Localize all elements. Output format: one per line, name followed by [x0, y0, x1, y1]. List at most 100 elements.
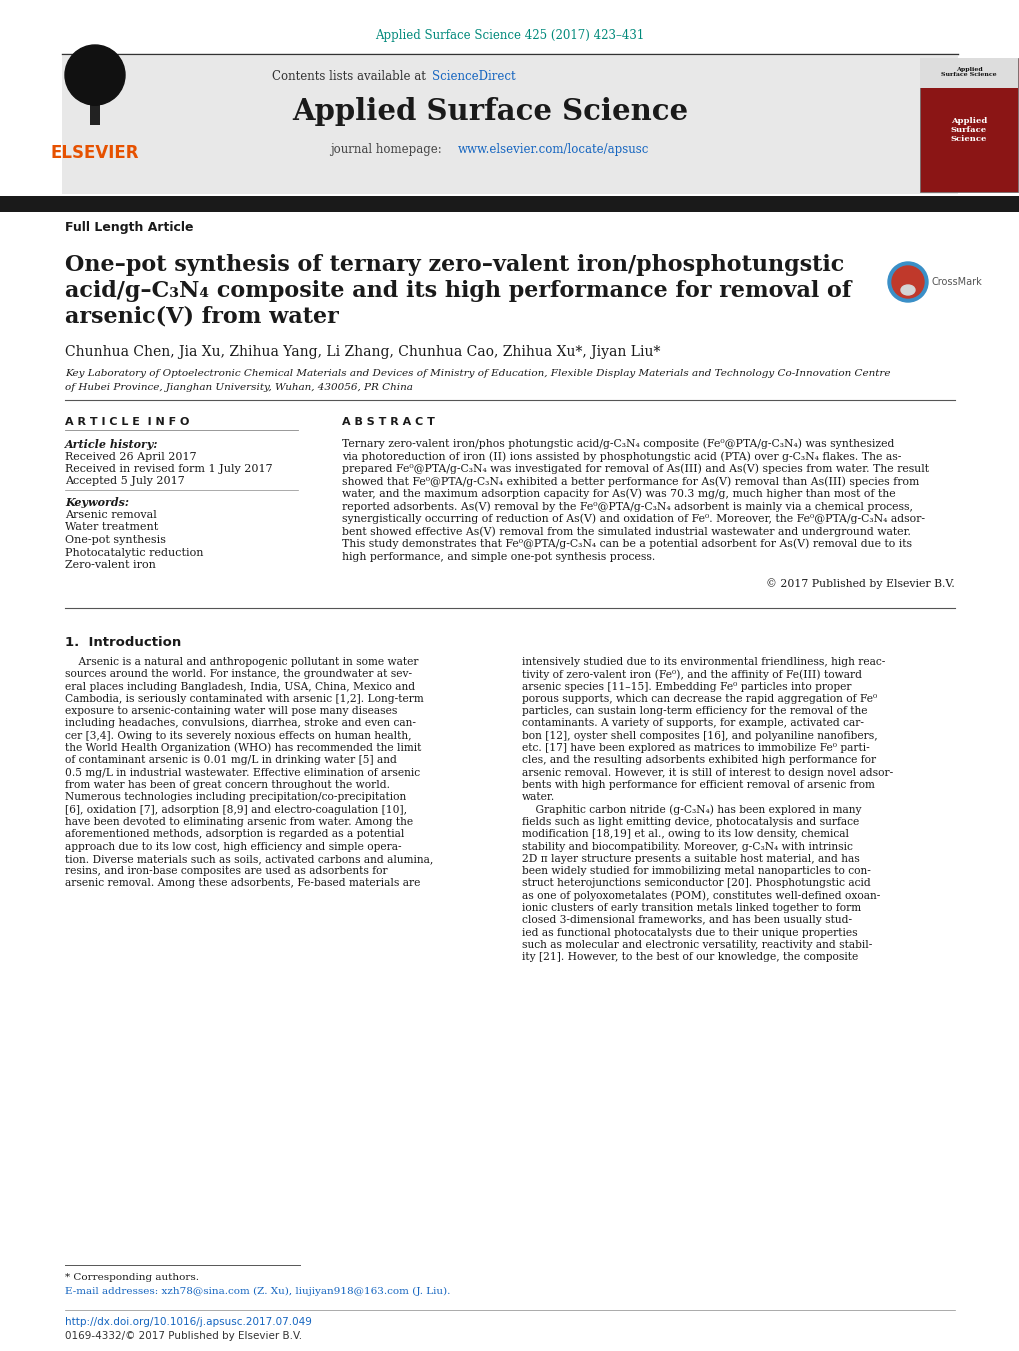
Text: Full Length Article: Full Length Article: [65, 222, 194, 235]
Text: Applied
Surface Science: Applied Surface Science: [941, 66, 996, 77]
Text: http://dx.doi.org/10.1016/j.apsusc.2017.07.049: http://dx.doi.org/10.1016/j.apsusc.2017.…: [65, 1317, 312, 1327]
FancyBboxPatch shape: [90, 105, 100, 126]
Text: Cambodia, is seriously contaminated with arsenic [1,2]. Long-term: Cambodia, is seriously contaminated with…: [65, 694, 423, 704]
FancyBboxPatch shape: [919, 58, 1017, 88]
Text: Applied Surface Science: Applied Surface Science: [291, 97, 688, 127]
Text: Photocatalytic reduction: Photocatalytic reduction: [65, 547, 204, 558]
Text: via photoreduction of iron (II) ions assisted by phosphotungstic acid (PTA) over: via photoreduction of iron (II) ions ass…: [341, 451, 901, 462]
Text: One–pot synthesis of ternary zero–valent iron/phosphotungstic: One–pot synthesis of ternary zero–valent…: [65, 254, 844, 276]
Text: 2D π layer structure presents a suitable host material, and has: 2D π layer structure presents a suitable…: [522, 854, 859, 863]
Text: arsenic removal. However, it is still of interest to design novel adsor-: arsenic removal. However, it is still of…: [522, 767, 893, 778]
Text: Zero-valent iron: Zero-valent iron: [65, 561, 156, 570]
Text: A B S T R A C T: A B S T R A C T: [341, 417, 434, 427]
Text: have been devoted to eliminating arsenic from water. Among the: have been devoted to eliminating arsenic…: [65, 817, 413, 827]
Text: bents with high performance for efficient removal of arsenic from: bents with high performance for efficien…: [522, 780, 874, 790]
Text: reported adsorbents. As(V) removal by the Fe⁰@PTA/g-C₃N₄ adsorbent is mainly via: reported adsorbents. As(V) removal by th…: [341, 501, 912, 512]
Text: 0169-4332/© 2017 Published by Elsevier B.V.: 0169-4332/© 2017 Published by Elsevier B…: [65, 1331, 302, 1342]
Text: stability and biocompatibility. Moreover, g-C₃N₄ with intrinsic: stability and biocompatibility. Moreover…: [522, 842, 852, 851]
Text: of Hubei Province, Jianghan University, Wuhan, 430056, PR China: of Hubei Province, Jianghan University, …: [65, 382, 413, 392]
Text: aforementioned methods, adsorption is regarded as a potential: aforementioned methods, adsorption is re…: [65, 830, 404, 839]
Text: One-pot synthesis: One-pot synthesis: [65, 535, 166, 544]
Text: 0.5 mg/L in industrial wastewater. Effective elimination of arsenic: 0.5 mg/L in industrial wastewater. Effec…: [65, 767, 420, 778]
Ellipse shape: [900, 285, 914, 295]
Text: * Corresponding authors.: * Corresponding authors.: [65, 1274, 199, 1282]
Text: cles, and the resulting adsorbents exhibited high performance for: cles, and the resulting adsorbents exhib…: [522, 755, 875, 766]
Circle shape: [73, 61, 117, 105]
Text: exposure to arsenic-containing water will pose many diseases: exposure to arsenic-containing water wil…: [65, 707, 397, 716]
Text: porous supports, which can decrease the rapid aggregation of Fe⁰: porous supports, which can decrease the …: [522, 694, 876, 704]
Text: Numerous technologies including precipitation/co-precipitation: Numerous technologies including precipit…: [65, 792, 406, 802]
Text: Ternary zero-valent iron/phos photungstic acid/g-C₃N₄ composite (Fe⁰@PTA/g-C₃N₄): Ternary zero-valent iron/phos photungsti…: [341, 439, 894, 450]
Text: arsenic removal. Among these adsorbents, Fe-based materials are: arsenic removal. Among these adsorbents,…: [65, 878, 420, 889]
Text: etc. [17] have been explored as matrices to immobilize Fe⁰ parti-: etc. [17] have been explored as matrices…: [522, 743, 869, 753]
Text: synergistically occurring of reduction of As(V) and oxidation of Fe⁰. Moreover, : synergistically occurring of reduction o…: [341, 513, 924, 524]
Text: cer [3,4]. Owing to its severely noxious effects on human health,: cer [3,4]. Owing to its severely noxious…: [65, 731, 411, 740]
Circle shape: [892, 266, 923, 299]
Text: resins, and iron-base composites are used as adsorbents for: resins, and iron-base composites are use…: [65, 866, 387, 875]
Text: Graphitic carbon nitride (g-C₃N₄) has been explored in many: Graphitic carbon nitride (g-C₃N₄) has be…: [522, 804, 861, 815]
Text: such as molecular and electronic versatility, reactivity and stabil-: such as molecular and electronic versati…: [522, 940, 871, 950]
Text: struct heterojunctions semiconductor [20]. Phosphotungstic acid: struct heterojunctions semiconductor [20…: [522, 878, 870, 889]
FancyBboxPatch shape: [0, 196, 1019, 212]
Text: the World Health Organization (WHO) has recommended the limit: the World Health Organization (WHO) has …: [65, 743, 421, 754]
Text: bon [12], oyster shell composites [16], and polyaniline nanofibers,: bon [12], oyster shell composites [16], …: [522, 731, 876, 740]
Text: ionic clusters of early transition metals linked together to form: ionic clusters of early transition metal…: [522, 902, 860, 913]
Text: tion. Diverse materials such as soils, activated carbons and alumina,: tion. Diverse materials such as soils, a…: [65, 854, 433, 863]
Text: acid/g–C₃N₄ composite and its high performance for removal of: acid/g–C₃N₄ composite and its high perfo…: [65, 280, 851, 303]
Text: high performance, and simple one-pot synthesis process.: high performance, and simple one-pot syn…: [341, 551, 654, 562]
Text: Received 26 April 2017: Received 26 April 2017: [65, 453, 197, 462]
Text: of contaminant arsenic is 0.01 mg/L in drinking water [5] and: of contaminant arsenic is 0.01 mg/L in d…: [65, 755, 396, 766]
Text: tivity of zero-valent iron (Fe⁰), and the affinity of Fe(III) toward: tivity of zero-valent iron (Fe⁰), and th…: [522, 669, 861, 680]
Text: [6], oxidation [7], adsorption [8,9] and electro-coagulation [10],: [6], oxidation [7], adsorption [8,9] and…: [65, 805, 407, 815]
Text: Accepted 5 July 2017: Accepted 5 July 2017: [65, 476, 184, 486]
FancyBboxPatch shape: [62, 55, 957, 195]
Text: from water has been of great concern throughout the world.: from water has been of great concern thr…: [65, 780, 389, 790]
Text: prepared Fe⁰@PTA/g-C₃N₄ was investigated for removal of As(III) and As(V) specie: prepared Fe⁰@PTA/g-C₃N₄ was investigated…: [341, 463, 928, 474]
Text: Article history:: Article history:: [65, 439, 158, 450]
Text: bent showed effective As(V) removal from the simulated industrial wastewater and: bent showed effective As(V) removal from…: [341, 527, 910, 536]
FancyBboxPatch shape: [919, 58, 1017, 192]
Text: arsenic species [11–15]. Embedding Fe⁰ particles into proper: arsenic species [11–15]. Embedding Fe⁰ p…: [522, 682, 851, 692]
Text: This study demonstrates that Fe⁰@PTA/g-C₃N₄ can be a potential adsorbent for As(: This study demonstrates that Fe⁰@PTA/g-C…: [341, 539, 911, 550]
Text: particles, can sustain long-term efficiency for the removal of the: particles, can sustain long-term efficie…: [522, 707, 866, 716]
Text: water, and the maximum adsorption capacity for As(V) was 70.3 mg/g, much higher : water, and the maximum adsorption capaci…: [341, 489, 895, 500]
Text: CrossMark: CrossMark: [931, 277, 981, 286]
Text: Received in revised form 1 July 2017: Received in revised form 1 July 2017: [65, 463, 272, 474]
Text: 1.  Introduction: 1. Introduction: [65, 635, 181, 648]
Text: including headaches, convulsions, diarrhea, stroke and even can-: including headaches, convulsions, diarrh…: [65, 719, 416, 728]
Text: © 2017 Published by Elsevier B.V.: © 2017 Published by Elsevier B.V.: [765, 578, 954, 589]
Text: modification [18,19] et al., owing to its low density, chemical: modification [18,19] et al., owing to it…: [522, 830, 848, 839]
Circle shape: [888, 262, 927, 303]
Text: intensively studied due to its environmental friendliness, high reac-: intensively studied due to its environme…: [522, 657, 884, 667]
Text: showed that Fe⁰@PTA/g-C₃N₄ exhibited a better performance for As(V) removal than: showed that Fe⁰@PTA/g-C₃N₄ exhibited a b…: [341, 476, 918, 486]
Text: approach due to its low cost, high efficiency and simple opera-: approach due to its low cost, high effic…: [65, 842, 401, 851]
Text: Key Laboratory of Optoelectronic Chemical Materials and Devices of Ministry of E: Key Laboratory of Optoelectronic Chemica…: [65, 370, 890, 378]
Circle shape: [81, 77, 109, 105]
Text: ELSEVIER: ELSEVIER: [51, 145, 140, 162]
Text: ScienceDirect: ScienceDirect: [432, 69, 516, 82]
Circle shape: [65, 45, 125, 105]
Text: ity [21]. However, to the best of our knowledge, the composite: ity [21]. However, to the best of our kn…: [522, 952, 857, 962]
Text: Arsenic is a natural and anthropogenic pollutant in some water: Arsenic is a natural and anthropogenic p…: [65, 657, 418, 667]
Text: www.elsevier.com/locate/apsusc: www.elsevier.com/locate/apsusc: [458, 143, 649, 157]
Text: as one of polyoxometalates (POM), constitutes well-defined oxoan-: as one of polyoxometalates (POM), consti…: [522, 890, 879, 901]
Text: Applied
Surface
Science: Applied Surface Science: [950, 116, 986, 143]
Text: Applied Surface Science 425 (2017) 423–431: Applied Surface Science 425 (2017) 423–4…: [375, 30, 644, 42]
Text: water.: water.: [522, 792, 554, 802]
Text: journal homepage:: journal homepage:: [330, 143, 445, 157]
Text: arsenic(V) from water: arsenic(V) from water: [65, 305, 338, 328]
Text: Arsenic removal: Arsenic removal: [65, 509, 157, 520]
Text: E-mail addresses: xzh78@sina.com (Z. Xu), liujiyan918@163.com (J. Liu).: E-mail addresses: xzh78@sina.com (Z. Xu)…: [65, 1286, 450, 1296]
Text: been widely studied for immobilizing metal nanoparticles to con-: been widely studied for immobilizing met…: [522, 866, 870, 875]
Text: closed 3-dimensional frameworks, and has been usually stud-: closed 3-dimensional frameworks, and has…: [522, 915, 851, 925]
Text: Chunhua Chen, Jia Xu, Zhihua Yang, Li Zhang, Chunhua Cao, Zhihua Xu*, Jiyan Liu*: Chunhua Chen, Jia Xu, Zhihua Yang, Li Zh…: [65, 345, 659, 359]
Text: A R T I C L E  I N F O: A R T I C L E I N F O: [65, 417, 190, 427]
Text: ied as functional photocatalysts due to their unique properties: ied as functional photocatalysts due to …: [522, 928, 857, 938]
Text: Water treatment: Water treatment: [65, 523, 158, 532]
Text: contaminants. A variety of supports, for example, activated car-: contaminants. A variety of supports, for…: [522, 719, 863, 728]
Text: sources around the world. For instance, the groundwater at sev-: sources around the world. For instance, …: [65, 669, 412, 680]
Text: Contents lists available at: Contents lists available at: [272, 69, 430, 82]
Text: fields such as light emitting device, photocatalysis and surface: fields such as light emitting device, ph…: [522, 817, 858, 827]
Text: eral places including Bangladesh, India, USA, China, Mexico and: eral places including Bangladesh, India,…: [65, 682, 415, 692]
Text: Keywords:: Keywords:: [65, 497, 128, 508]
